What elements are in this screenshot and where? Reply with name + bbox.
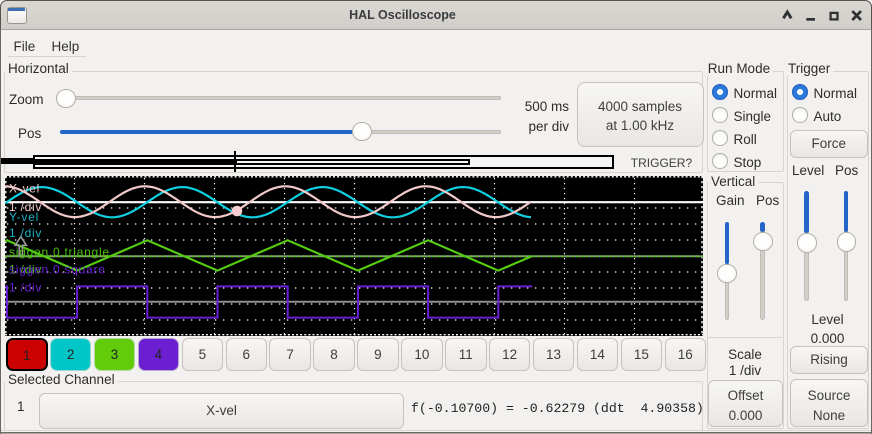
svg-text:X-vel: X-vel bbox=[9, 181, 40, 195]
svg-text:Y-vel: Y-vel bbox=[9, 210, 39, 224]
svg-text:1 /div: 1 /div bbox=[9, 263, 42, 277]
svg-text:siggen.0.square: siggen.0.square bbox=[9, 263, 106, 277]
svg-text:siggen.0.triangle: siggen.0.triangle bbox=[9, 245, 110, 259]
svg-text:1 /div: 1 /div bbox=[9, 281, 42, 295]
svg-text:1 /div: 1 /div bbox=[9, 200, 42, 214]
svg-text:1 /div: 1 /div bbox=[9, 226, 42, 240]
